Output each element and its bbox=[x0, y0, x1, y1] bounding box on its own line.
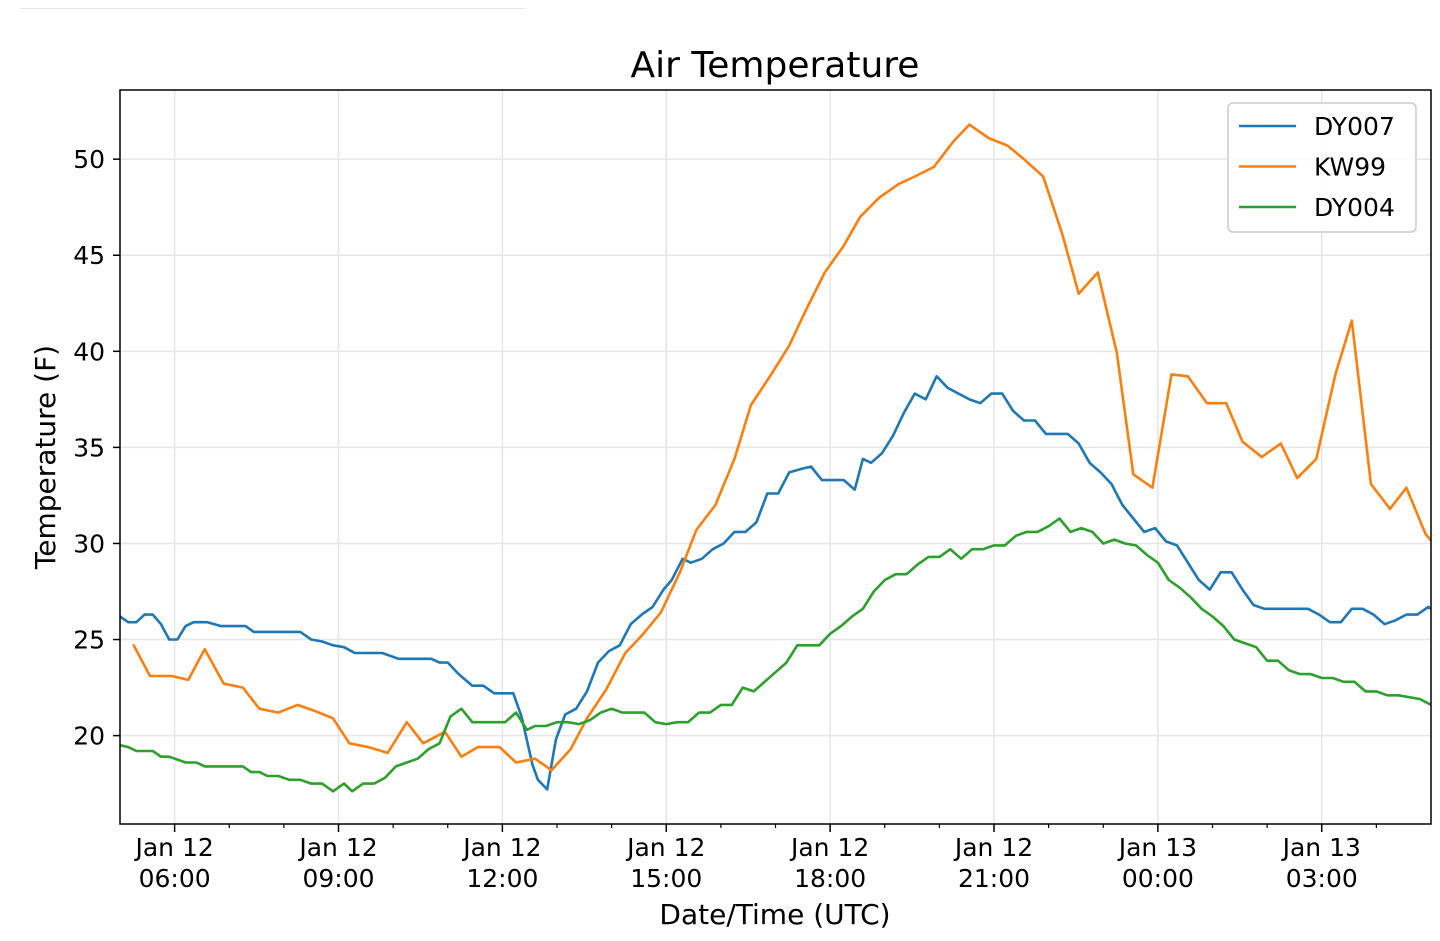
legend-entries: DY007 KW99 DY004 bbox=[1239, 112, 1395, 222]
legend-box bbox=[1227, 102, 1417, 233]
x-tick-label-date: Jan 12 bbox=[953, 833, 1033, 862]
y-axis-label: Temperature (F) bbox=[29, 345, 62, 570]
legend-label-dy007: DY007 bbox=[1314, 112, 1395, 141]
y-tick-label: 50 bbox=[73, 145, 105, 174]
series-lines bbox=[120, 123, 1431, 793]
x-tick-label-time: 21:00 bbox=[958, 864, 1030, 893]
chart-title: Air Temperature bbox=[631, 45, 920, 86]
x-tick-label-time: 18:00 bbox=[794, 864, 866, 893]
series-line-dy004 bbox=[120, 517, 1431, 793]
series-line-dy007 bbox=[120, 374, 1431, 791]
x-tick-label-date: Jan 12 bbox=[297, 833, 377, 862]
x-tick-label-time: 09:00 bbox=[302, 864, 374, 893]
x-tick-label-time: 15:00 bbox=[630, 864, 702, 893]
y-tick-label: 30 bbox=[73, 529, 105, 558]
x-tick-label-time: 00:00 bbox=[1122, 864, 1194, 893]
y-tick-label: 40 bbox=[73, 337, 105, 366]
x-tick-label-date: Jan 13 bbox=[1281, 833, 1361, 862]
y-tick-label: 45 bbox=[73, 241, 105, 270]
y-tick-label: 35 bbox=[73, 433, 105, 462]
x-tick-label-date: Jan 12 bbox=[789, 833, 869, 862]
legend-label-dy004: DY004 bbox=[1314, 193, 1395, 222]
x-tick-label-date: Jan 12 bbox=[625, 833, 705, 862]
top-divider-line bbox=[20, 8, 525, 9]
x-axis-label: Date/Time (UTC) bbox=[659, 898, 890, 931]
x-tick-label-time: 06:00 bbox=[139, 864, 211, 893]
series-line-kw99 bbox=[132, 123, 1431, 772]
legend: DY007 KW99 DY004 bbox=[1227, 102, 1417, 233]
x-tick-label-date: Jan 13 bbox=[1117, 833, 1197, 862]
x-tick-label-time: 03:00 bbox=[1286, 864, 1358, 893]
x-tick-label-date: Jan 12 bbox=[461, 833, 541, 862]
x-tick-label-time: 12:00 bbox=[466, 864, 538, 893]
legend-label-kw99: KW99 bbox=[1314, 153, 1386, 182]
x-tick-label-date: Jan 12 bbox=[133, 833, 213, 862]
y-tick-label: 20 bbox=[73, 722, 105, 751]
y-tick-label: 25 bbox=[73, 626, 105, 655]
